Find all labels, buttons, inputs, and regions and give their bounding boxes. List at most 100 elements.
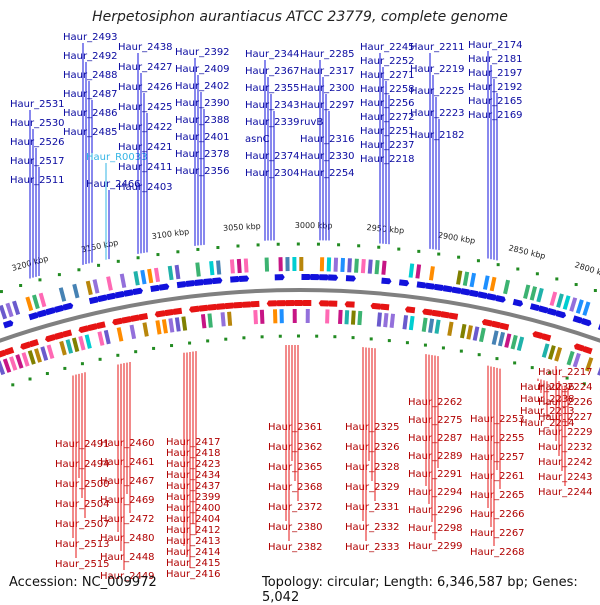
feature-block-inner — [142, 322, 148, 336]
feature-block-inner — [504, 333, 511, 348]
feature-block-inner — [306, 309, 310, 323]
gene-label-top: Haur_2487 — [63, 89, 118, 100]
feature-block-inner — [201, 314, 206, 328]
gene-label-top: Haur_2526 — [10, 137, 65, 148]
feature-block-outer — [375, 260, 380, 274]
gene-label-top: Haur_2530 — [10, 118, 65, 129]
reverse-strand-gene — [154, 310, 165, 317]
feature-block-inner — [15, 354, 23, 369]
gene-label-top: Haur_2300 — [300, 83, 355, 94]
scale-label: 3100 kbp — [151, 227, 190, 241]
tick-marker-inner — [46, 372, 49, 375]
reverse-strand-gene — [78, 325, 89, 333]
feature-block-outer — [490, 277, 497, 292]
feature-block-outer — [354, 259, 359, 273]
feature-block-inner — [447, 322, 453, 336]
tick-marker-outer — [397, 248, 400, 251]
gene-label-top: Haur_2517 — [10, 156, 65, 167]
reverse-strand-gene — [284, 300, 294, 306]
gene-label-top: Haur_2374 — [245, 151, 300, 162]
tick-marker-outer — [317, 243, 320, 246]
gene-label-bottom: Haur_2329 — [345, 482, 400, 493]
gene-label-top: Haur_2409 — [175, 64, 230, 75]
gene-label-top: Haur_2485 — [63, 127, 118, 138]
feature-block-outer — [140, 270, 146, 284]
feature-block-inner — [181, 316, 187, 330]
feature-block-outer — [12, 301, 20, 316]
feature-block-inner — [479, 328, 486, 343]
gene-label-top: Haur_2390 — [175, 98, 230, 109]
feature-block-inner — [554, 347, 562, 362]
feature-block-inner — [351, 310, 356, 324]
tick-marker-outer — [555, 277, 558, 280]
forward-strand-gene — [581, 318, 592, 327]
gene-label-bottom: Haur_2265 — [470, 490, 525, 501]
tick-marker-outer — [417, 250, 420, 253]
gene-label-bottom: Haur_2299 — [408, 541, 463, 552]
gene-label-top: Haur_2339 — [245, 117, 300, 128]
feature-block-inner — [409, 316, 415, 330]
tick-marker-outer — [337, 243, 340, 246]
forward-strand-gene — [203, 278, 214, 285]
feature-block-inner — [34, 348, 42, 363]
gene-label-top: Haur_2392 — [175, 47, 230, 58]
tick-marker-outer — [575, 283, 578, 286]
gene-label-bottom: Haur_2332 — [345, 522, 400, 533]
feature-block-outer — [209, 261, 214, 275]
gene-label-top: Haur_2401 — [175, 132, 230, 143]
scale-label: 2900 kbp — [437, 231, 476, 246]
tick-marker-inner — [297, 335, 300, 338]
feature-block-inner — [511, 335, 518, 350]
gene-label-top: Haur_2256 — [360, 98, 415, 109]
feature-block-inner — [280, 309, 284, 323]
feature-block-outer — [195, 262, 200, 276]
feature-block-outer — [175, 265, 181, 279]
gene-label-top: Haur_2317 — [300, 66, 355, 77]
gene-label-top: Haur_2297 — [300, 100, 355, 111]
feature-block-outer — [147, 269, 153, 283]
feature-block-inner — [344, 310, 349, 324]
tick-marker-outer — [477, 259, 480, 262]
forward-strand-gene — [556, 310, 567, 319]
feature-block-outer — [381, 261, 386, 275]
gene-label-top: asnC — [245, 134, 270, 145]
feature-block-outer — [429, 266, 435, 280]
feature-block-inner — [168, 318, 174, 332]
tick-marker-outer — [216, 246, 219, 249]
tick-marker-outer — [297, 243, 300, 246]
feature-block-outer — [550, 291, 558, 306]
scale-label: 3050 kbp — [223, 222, 261, 233]
feature-block-inner — [207, 313, 212, 327]
gene-label-top: Haur_2181 — [468, 54, 523, 65]
reverse-strand-gene — [275, 300, 285, 306]
feature-block-inner — [66, 339, 73, 354]
forward-strand-gene — [495, 295, 506, 303]
tick-marker-inner — [152, 347, 155, 350]
gene-label-bottom: Haur_2268 — [470, 547, 525, 558]
tick-marker-inner — [352, 336, 355, 339]
feature-block-inner — [40, 346, 48, 361]
tick-marker-outer — [38, 278, 41, 281]
gene-label-bottom: Haur_2382 — [268, 542, 323, 553]
feature-block-outer — [237, 259, 242, 273]
tick-marker-outer — [457, 256, 460, 259]
scale-label: 2850 kbp — [508, 243, 547, 260]
gene-label-bottom: Haur_2372 — [268, 502, 323, 513]
feature-block-outer — [244, 258, 249, 272]
tick-marker-outer — [0, 290, 3, 293]
reverse-strand-gene — [344, 301, 354, 308]
feature-block-outer — [334, 258, 339, 272]
feature-block-inner — [273, 309, 277, 323]
gene-label-top: Haur_2285 — [300, 49, 355, 60]
feature-block-outer — [536, 288, 543, 303]
tick-marker-inner — [170, 344, 173, 347]
reverse-strand-gene — [422, 308, 433, 315]
gene-label-bottom: Haur_2267 — [470, 528, 525, 539]
reverse-strand-gene — [19, 342, 30, 351]
feature-block-inner — [78, 336, 85, 351]
genome-stats-label: Topology: circular; Length: 6,346,587 bp… — [262, 575, 600, 605]
tick-marker-outer — [437, 253, 440, 256]
feature-block-outer — [133, 271, 139, 285]
forward-strand-gene — [63, 302, 74, 310]
feature-block-outer — [59, 287, 66, 302]
